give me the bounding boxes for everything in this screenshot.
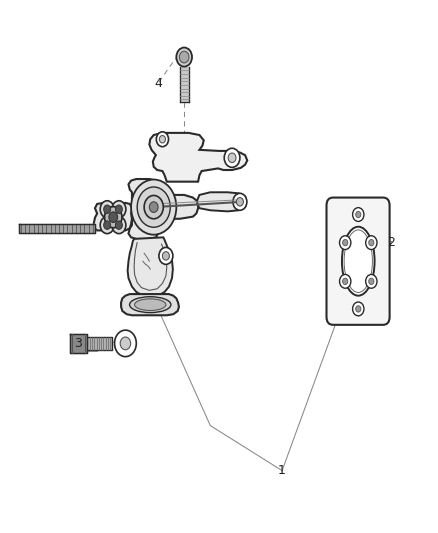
Circle shape	[104, 221, 111, 229]
Circle shape	[109, 212, 117, 222]
Circle shape	[356, 212, 361, 217]
Circle shape	[144, 196, 163, 219]
Text: 1: 1	[278, 464, 286, 477]
Circle shape	[356, 306, 361, 312]
Circle shape	[339, 274, 351, 288]
Circle shape	[131, 180, 177, 235]
Ellipse shape	[344, 230, 372, 293]
Circle shape	[112, 216, 126, 233]
Circle shape	[369, 278, 374, 285]
Circle shape	[100, 201, 114, 217]
Ellipse shape	[342, 227, 374, 296]
Circle shape	[112, 201, 126, 217]
Polygon shape	[94, 203, 132, 232]
Circle shape	[233, 193, 247, 211]
Circle shape	[177, 47, 192, 67]
Ellipse shape	[134, 299, 166, 311]
Circle shape	[137, 187, 170, 227]
Circle shape	[366, 274, 377, 288]
Circle shape	[149, 202, 158, 213]
Circle shape	[343, 239, 348, 246]
Circle shape	[339, 236, 351, 249]
Text: 2: 2	[387, 236, 395, 249]
Polygon shape	[128, 179, 198, 239]
Polygon shape	[121, 294, 179, 316]
Circle shape	[116, 221, 122, 229]
Circle shape	[162, 252, 170, 260]
Text: 4: 4	[154, 77, 162, 90]
Polygon shape	[197, 192, 246, 212]
Circle shape	[100, 216, 114, 233]
Ellipse shape	[130, 297, 171, 313]
Polygon shape	[149, 133, 247, 182]
Circle shape	[115, 330, 136, 357]
FancyBboxPatch shape	[326, 198, 390, 325]
Text: 3: 3	[74, 337, 81, 350]
Circle shape	[228, 153, 236, 163]
Circle shape	[353, 302, 364, 316]
Circle shape	[159, 247, 173, 264]
Circle shape	[159, 135, 166, 143]
Circle shape	[353, 208, 364, 221]
Circle shape	[366, 236, 377, 249]
Circle shape	[156, 132, 169, 147]
Circle shape	[369, 239, 374, 246]
Circle shape	[224, 148, 240, 167]
Circle shape	[120, 337, 131, 350]
Circle shape	[116, 205, 122, 214]
Circle shape	[343, 278, 348, 285]
Circle shape	[180, 51, 189, 63]
Circle shape	[105, 207, 122, 228]
Circle shape	[104, 205, 111, 214]
Polygon shape	[127, 237, 173, 297]
Circle shape	[237, 198, 244, 206]
